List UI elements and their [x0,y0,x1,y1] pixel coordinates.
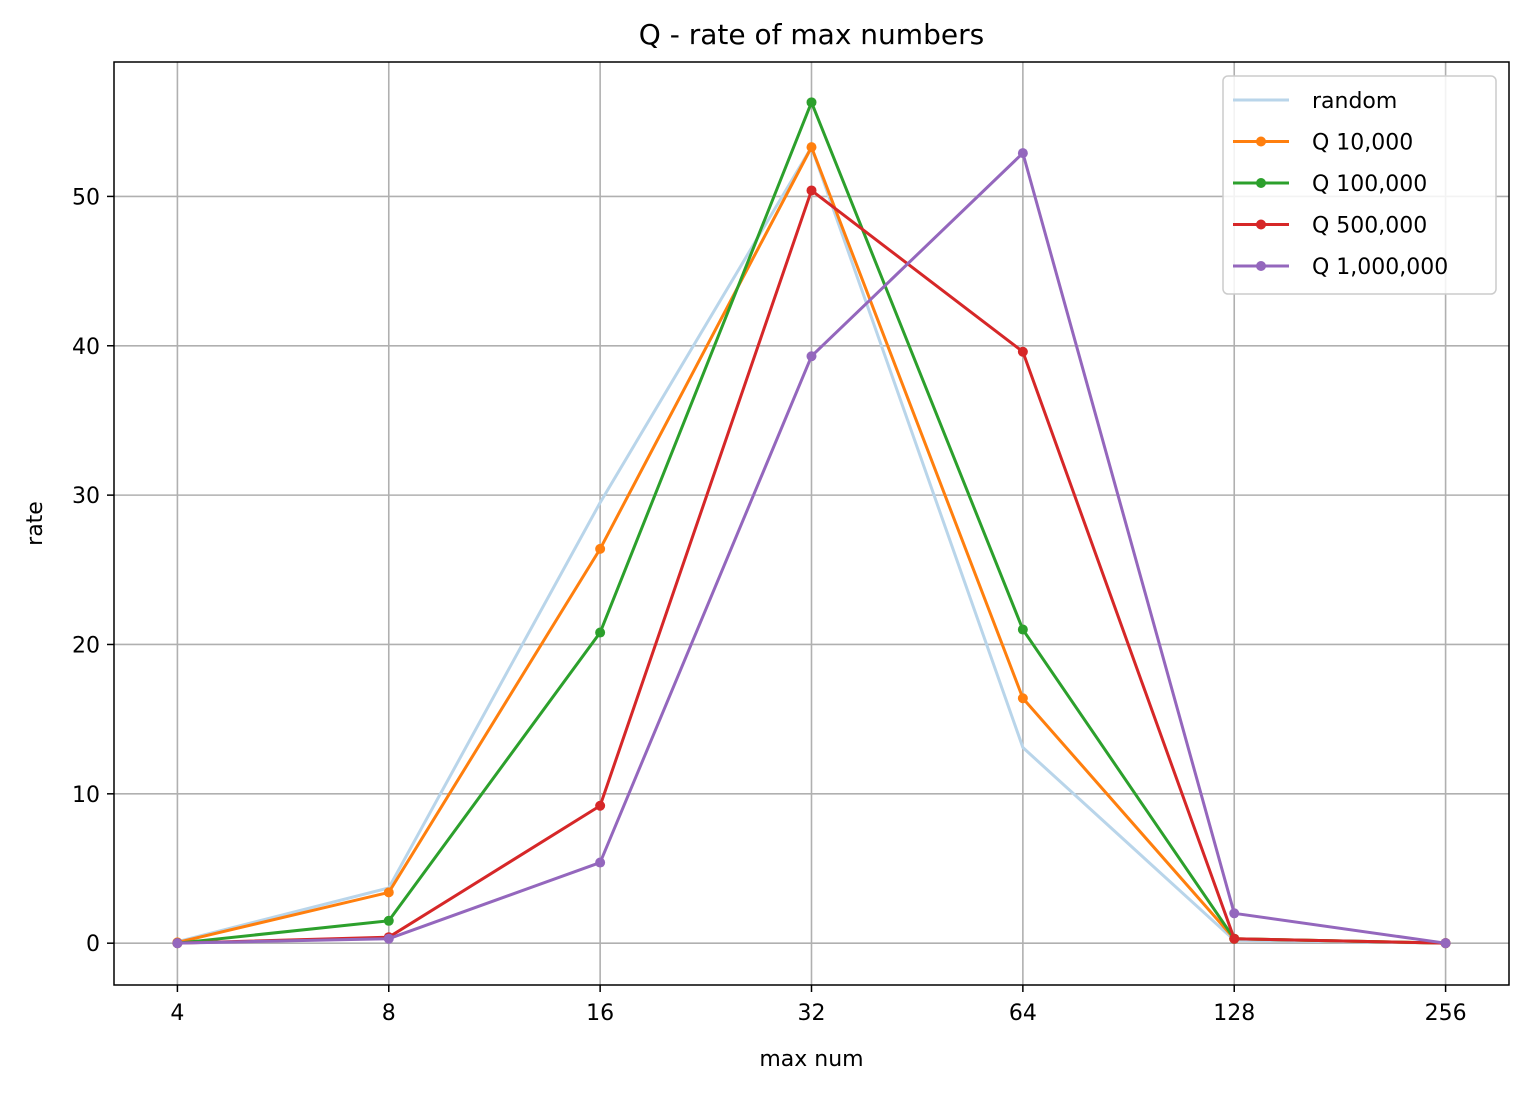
legend-marker [1256,178,1266,188]
y-tick-label: 30 [72,484,100,509]
x-tick-label: 8 [382,1001,396,1026]
y-tick-label: 50 [72,185,100,210]
data-point [383,933,394,944]
y-tick-label: 0 [86,932,100,957]
x-tick-label: 128 [1213,1001,1255,1026]
legend-box [1222,75,1497,295]
y-axis-title: rate [23,501,48,546]
x-tick-label: 16 [586,1001,614,1026]
series-layer [172,97,1451,949]
data-point [595,800,606,811]
legend-item: Q 1,000,000 [1233,255,1448,280]
chart-title: Q - rate of max numbers [639,18,984,51]
data-point [806,97,817,108]
series-q-1-000-000 [172,148,1451,949]
x-tick-label: 4 [170,1001,184,1026]
data-point [1017,346,1028,357]
y-tick-label: 40 [72,335,100,360]
legend-item: Q 500,000 [1233,214,1427,239]
x-axis-title: max num [759,1047,863,1072]
y-tick-label: 20 [72,633,100,658]
legend-item: Q 10,000 [1233,131,1413,156]
legend: random Q 10,000 Q 100,000 Q 500,000 Q 1,000,… [1222,75,1497,295]
y-tick-label: 10 [72,783,100,808]
data-point [172,938,183,949]
data-point [1017,624,1028,635]
data-point [1017,693,1028,704]
data-point [383,887,394,898]
data-point [1440,938,1451,949]
x-tick-label: 64 [1009,1001,1037,1026]
data-point [806,142,817,153]
legend-marker [1256,136,1266,147]
grid-lines [114,62,1509,985]
x-axis: 4 8 16 32 64 128 256 [170,985,1467,1026]
legend-item: Q 100,000 [1233,172,1427,197]
x-tick-label: 32 [798,1001,826,1026]
legend-label: random [1312,89,1397,114]
legend-label: Q 500,000 [1312,214,1427,239]
data-point [806,185,817,196]
data-point [1229,908,1240,919]
legend-item: random [1233,89,1397,114]
legend-marker [1256,261,1266,271]
data-point [1229,933,1240,944]
data-point [595,857,606,868]
data-point [595,543,606,554]
data-point [383,915,394,926]
legend-label: Q 10,000 [1312,131,1413,156]
legend-marker [1256,219,1266,230]
legend-label: Q 100,000 [1312,172,1427,197]
data-point [1017,148,1028,159]
data-point [806,351,817,362]
legend-label: Q 1,000,000 [1312,255,1448,280]
data-point [595,627,606,638]
x-tick-label: 256 [1425,1001,1467,1026]
y-axis: 0 10 20 30 40 50 [72,185,114,957]
